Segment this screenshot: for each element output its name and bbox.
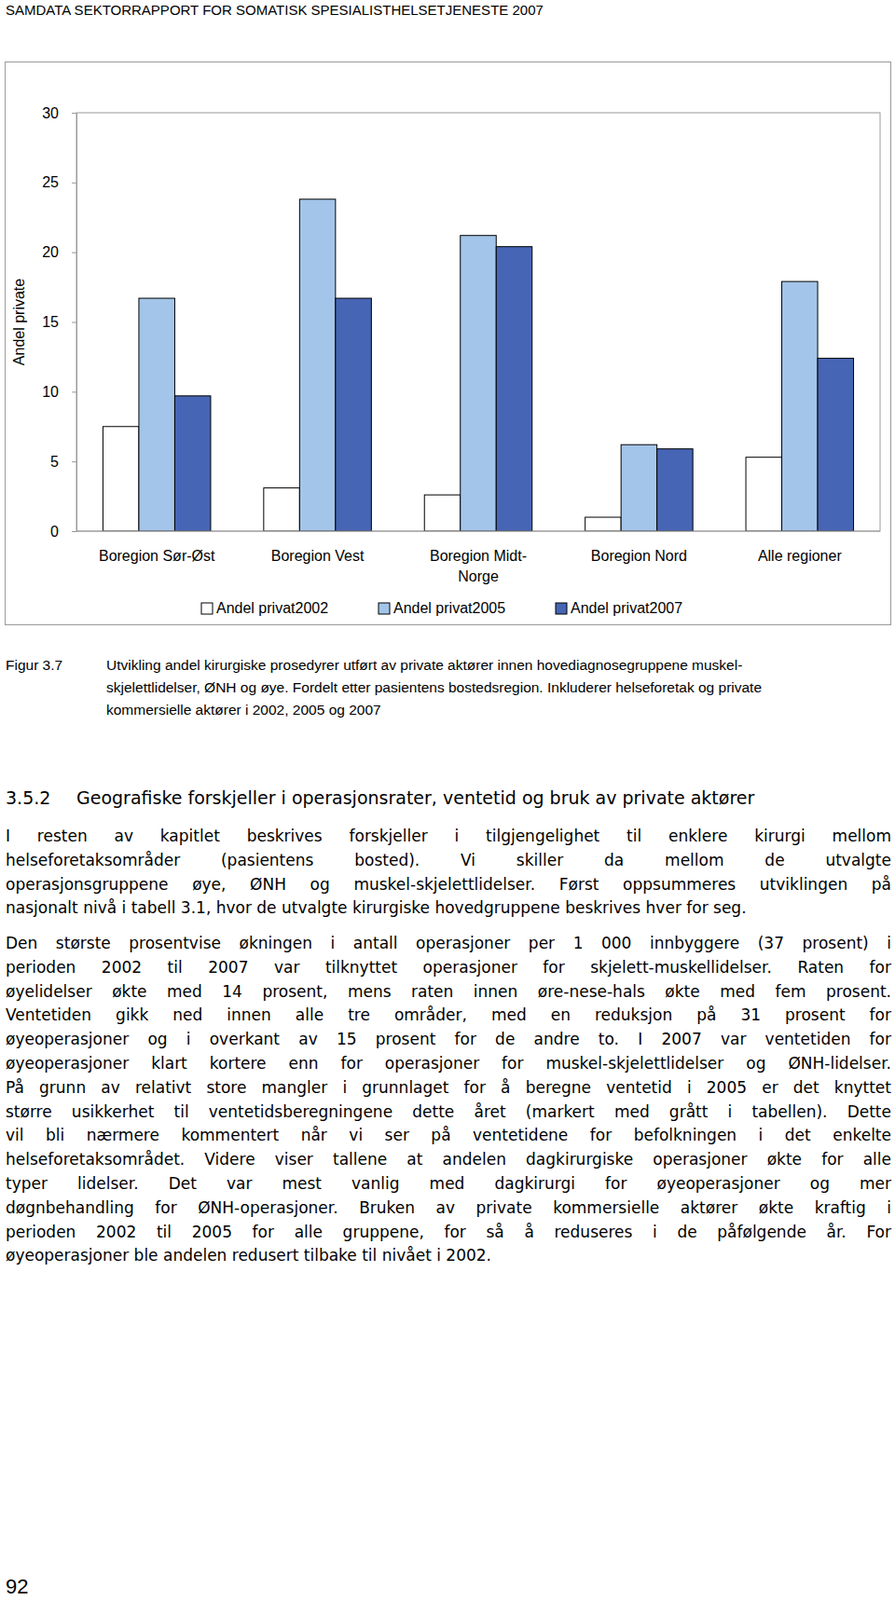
bar xyxy=(138,298,176,532)
body-text-line: Den største prosentvise økningen i antal… xyxy=(5,934,892,953)
body-text-line: helseforetaksområder (pasientens bosted)… xyxy=(5,851,892,870)
chart-frame xyxy=(5,62,892,626)
y-tick: 5 xyxy=(50,454,77,470)
bar xyxy=(657,449,694,532)
bar xyxy=(495,247,533,532)
bar xyxy=(782,281,819,532)
y-tick: 10 xyxy=(41,384,77,400)
x-tick-label: Boregion Midt-Norge xyxy=(429,548,527,585)
y-tick: 15 xyxy=(41,314,77,331)
y-tick: 30 xyxy=(41,105,77,122)
body-text-line: nasjonalt nivå i tabell 3.1, hvor de utv… xyxy=(5,898,892,918)
legend-swatch xyxy=(378,603,390,615)
y-tick-mark xyxy=(71,252,77,254)
bar xyxy=(299,199,336,532)
body-text-line: øyeoperasjoner klart kortere enn for ope… xyxy=(5,1054,892,1074)
y-axis-title: Andel private xyxy=(11,278,28,366)
y-tick-mark xyxy=(71,391,77,393)
legend-label: Andel privat2005 xyxy=(393,600,506,617)
section-title: Geografiske forskjeller i operasjonsrate… xyxy=(76,787,755,809)
legend-label: Andel privat2002 xyxy=(216,600,329,617)
figure-label: Figur 3.7 xyxy=(5,657,63,675)
x-tick-label: Alle regioner xyxy=(757,548,843,565)
y-tick-mark xyxy=(71,322,77,324)
body-text-line: perioden 2002 til 2007 var tilknyttet op… xyxy=(5,958,892,978)
y-tick: 0 xyxy=(50,523,77,540)
x-tick-label: Boregion Sør-Øst xyxy=(98,548,216,565)
y-tick-label: 10 xyxy=(41,384,59,400)
x-tick-label: Boregion Vest xyxy=(271,548,365,565)
page-header: SAMDATA SEKTORRAPPORT FOR SOMATISK SPESI… xyxy=(5,1,544,18)
y-tick-label: 15 xyxy=(41,314,59,331)
bar xyxy=(424,495,461,532)
y-tick: 25 xyxy=(41,174,77,191)
body-text-line: På grunn av relativt store mangler i gru… xyxy=(5,1078,892,1098)
figure-caption: Utvikling andel kirurgiske prosedyrer ut… xyxy=(106,657,743,675)
plot-frame xyxy=(76,112,881,532)
y-tick-mark xyxy=(71,461,77,463)
body-text-line: øyeoperasjoner ble andelen redusert tilb… xyxy=(5,1246,892,1266)
bar xyxy=(174,396,211,532)
bar xyxy=(745,457,783,532)
y-tick-label: 5 xyxy=(50,454,59,470)
body-text-line: helseforetaksområdet. Videre viser talle… xyxy=(5,1150,892,1170)
bar xyxy=(620,444,658,532)
y-tick-label: 25 xyxy=(41,174,59,191)
body-text-line: perioden 2002 til 2005 for alle gruppene… xyxy=(5,1223,892,1242)
body-text-line: øyeoperasjoner og i overkant av 15 prose… xyxy=(5,1030,892,1049)
y-tick-mark xyxy=(71,112,77,114)
bar xyxy=(263,488,301,532)
x-tick-label: Boregion Nord xyxy=(591,548,688,565)
figure-caption: kommersielle aktører i 2002, 2005 og 200… xyxy=(106,702,382,719)
body-text-line: større usikkerhet til ventetidsberegning… xyxy=(5,1102,892,1122)
y-tick-mark xyxy=(71,531,77,533)
legend-swatch xyxy=(555,603,567,615)
bars xyxy=(102,199,854,532)
body-text-line: øyelidelser økte med 14 prosent, mens ra… xyxy=(5,982,892,1002)
bar xyxy=(102,426,139,532)
y-tick: 20 xyxy=(41,244,77,261)
x-axis: Boregion Sør-Øst Boregion Vest Boregion Mi… xyxy=(98,548,842,585)
legend-swatch xyxy=(201,603,213,615)
figure-caption: skjelettlidelser, ØNH og øye. Fordelt et… xyxy=(106,679,762,697)
body-text-line: døgnbehandling for ØNH-operasjoner. Bruk… xyxy=(5,1198,892,1218)
page-number: 92 xyxy=(5,1575,28,1600)
y-tick-label: 30 xyxy=(41,105,59,122)
y-tick-label: 0 xyxy=(50,523,59,540)
y-axis-line xyxy=(71,113,78,533)
legend-label: Andel privat2007 xyxy=(570,600,683,617)
x-axis-line xyxy=(76,531,881,533)
section-number: 3.5.2 xyxy=(5,787,51,809)
bar xyxy=(817,358,854,532)
body-text-line: operasjonsgruppene øye, ØNH og muskel-sk… xyxy=(5,875,892,895)
y-tick-label: 20 xyxy=(41,244,59,261)
bar xyxy=(460,235,497,532)
y-axis: 0 5 10 15 20 25 30 xyxy=(41,105,77,540)
bar xyxy=(585,517,622,532)
body-text-line: typer lidelser. Det var mest vanlig med … xyxy=(5,1174,892,1194)
chart: 0 5 10 15 20 25 30 Boregion Sør-Øst Boregion Ves… xyxy=(0,0,895,644)
bar xyxy=(335,298,372,532)
legend: Andel privat2002 Andel privat2005 Andel pr… xyxy=(201,600,683,617)
y-tick-mark xyxy=(71,182,77,184)
body-text-line: I resten av kapitlet beskrives forskjell… xyxy=(5,826,892,846)
body-text-line: vil bli nærmere kommentert når vi ser på… xyxy=(5,1126,892,1145)
body-text-line: Ventetiden gikk ned innen alle tre områd… xyxy=(5,1005,892,1025)
